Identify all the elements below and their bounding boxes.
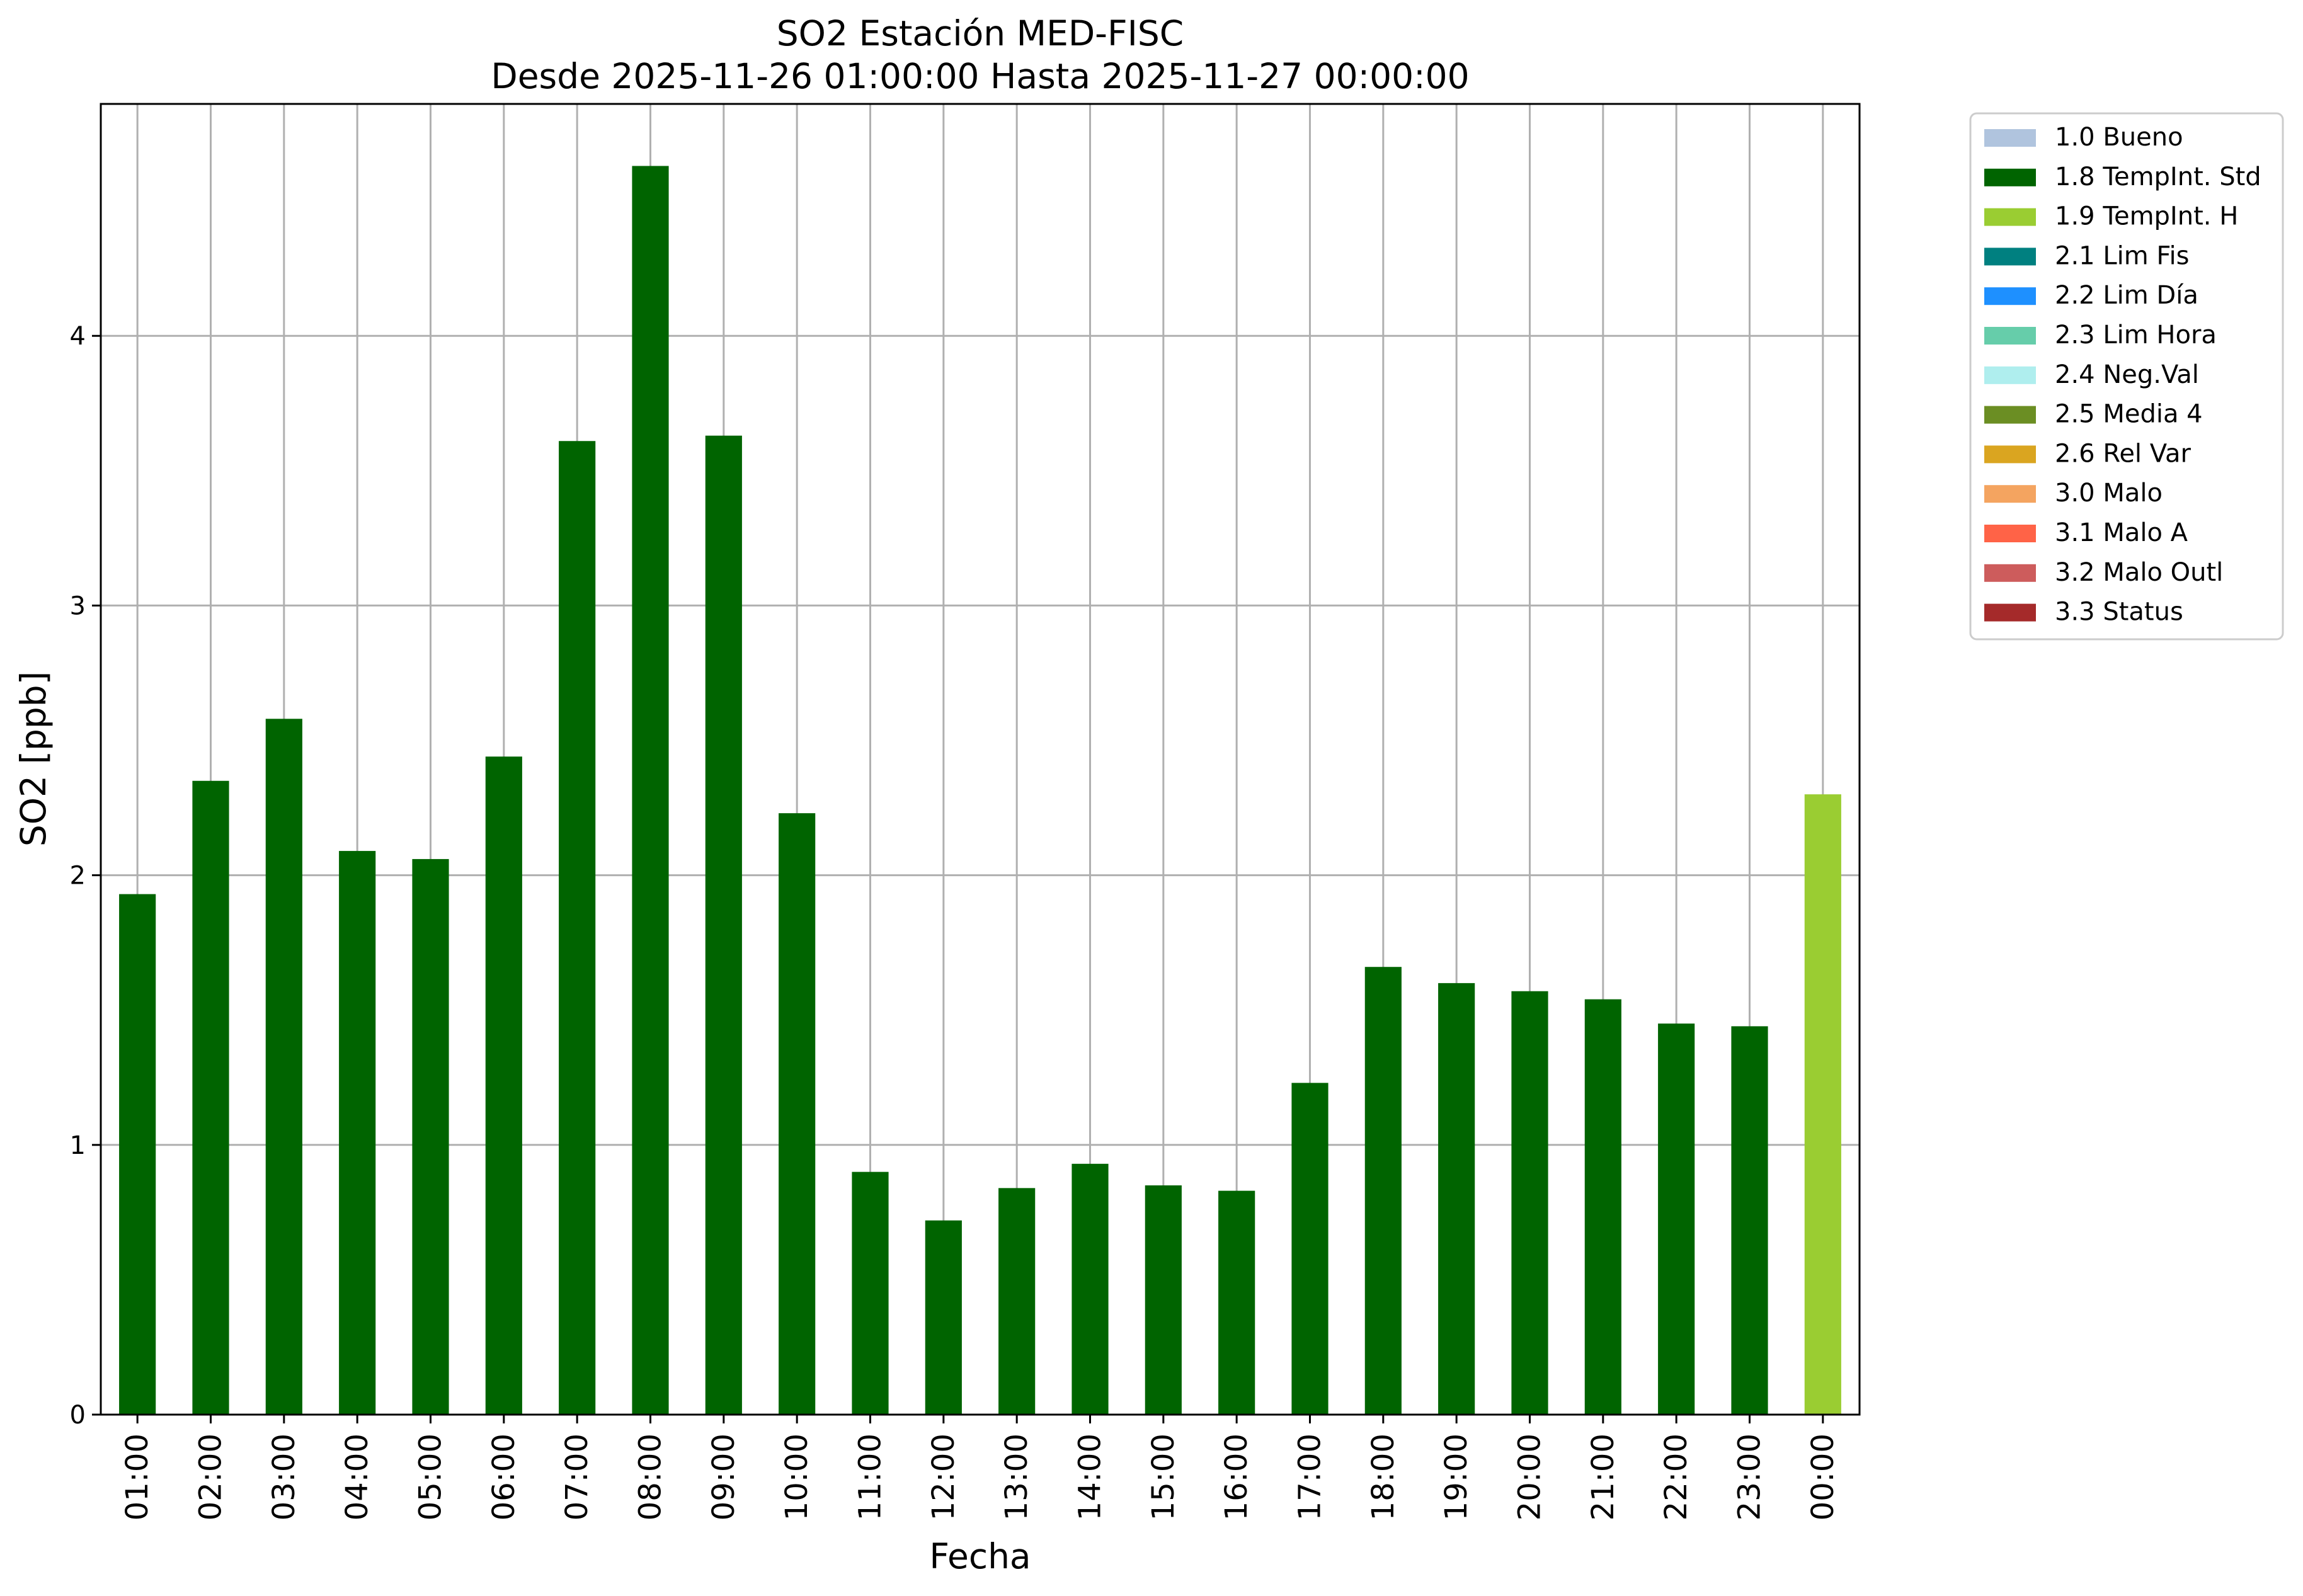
legend-swatch-3-3 (1984, 603, 2036, 622)
legend-label-1-9: 1.9 TempInt. H (2055, 202, 2238, 231)
legend-swatch-2-5 (1984, 406, 2036, 424)
bar-0300 (265, 719, 302, 1415)
legend-swatch-1-0 (1984, 129, 2036, 147)
x-axis-label: Fecha (929, 1536, 1031, 1576)
x-tick-label: 03:00 (266, 1434, 302, 1520)
x-tick-label: 15:00 (1146, 1434, 1181, 1520)
bar-2200 (1658, 1023, 1695, 1415)
bar-1500 (1145, 1185, 1182, 1415)
bar-2300 (1731, 1026, 1768, 1415)
legend-label-1-0: 1.0 Bueno (2055, 123, 2183, 152)
legend-label-3-3: 3.3 Status (2055, 598, 2183, 627)
legend-label-2-4: 2.4 Neg.Val (2055, 360, 2199, 389)
bar-2000 (1511, 991, 1548, 1415)
x-tick-label: 18:00 (1366, 1434, 1401, 1520)
legend-swatch-1-8 (1984, 168, 2036, 186)
bar-1400 (1071, 1163, 1109, 1415)
x-tick-label: 12:00 (926, 1434, 961, 1520)
bar-1000 (779, 813, 816, 1415)
bar-0000 (1804, 794, 1841, 1415)
y-tick-label: 0 (70, 1401, 86, 1430)
bar-1200 (925, 1220, 962, 1415)
x-tick-label: 14:00 (1073, 1434, 1108, 1520)
legend-label-2-6: 2.6 Rel Var (2055, 439, 2192, 468)
bar-0900 (705, 435, 742, 1415)
legend-label-1-8: 1.8 TempInt. Std (2055, 162, 2261, 191)
x-tick-label: 10:00 (779, 1434, 814, 1520)
bar-0800 (632, 166, 669, 1415)
x-tick-label: 07:00 (559, 1434, 595, 1520)
x-tick-label: 11:00 (853, 1434, 888, 1520)
legend-label-2-5: 2.5 Media 4 (2055, 400, 2203, 429)
legend-swatch-1-9 (1984, 208, 2036, 226)
legend-swatch-2-6 (1984, 445, 2036, 464)
y-tick-label: 3 (70, 591, 86, 620)
x-tick-label: 01:00 (120, 1434, 155, 1520)
bar-1100 (852, 1171, 889, 1415)
chart-title: SO2 Estación MED-FISC (777, 13, 1184, 54)
x-tick-label: 20:00 (1512, 1434, 1548, 1520)
bar-2100 (1584, 999, 1621, 1415)
bar-0200 (192, 780, 229, 1415)
bar-0500 (412, 858, 449, 1415)
legend-label-2-1: 2.1 Lim Fis (2055, 241, 2189, 270)
x-tick-label: 22:00 (1659, 1434, 1694, 1520)
bars (119, 166, 1841, 1415)
bar-0700 (559, 441, 596, 1415)
x-tick-label: 17:00 (1293, 1434, 1328, 1520)
y-tick-label: 2 (70, 862, 86, 891)
legend-swatch-2-2 (1984, 287, 2036, 305)
bar-1800 (1364, 967, 1402, 1415)
y-axis-ticks: 0 1 2 3 4 (70, 322, 101, 1430)
x-tick-label: 05:00 (413, 1434, 449, 1520)
plot-frame (100, 103, 1861, 1416)
chart-subtitle: Desde 2025-11-26 01:00:00 Hasta 2025-11-… (491, 56, 1469, 96)
legend-swatch-2-3 (1984, 327, 2036, 345)
y-tick-label: 4 (70, 322, 86, 351)
legend-swatch-2-4 (1984, 366, 2036, 384)
legend-label-2-3: 2.3 Lim Hora (2055, 321, 2217, 350)
legend-label-3-1: 3.1 Malo A (2055, 518, 2188, 547)
legend-label-3-0: 3.0 Malo (2055, 479, 2163, 508)
x-tick-label: 08:00 (633, 1434, 668, 1520)
x-tick-label: 21:00 (1586, 1434, 1621, 1520)
legend: 1.0 Bueno 1.8 TempInt. Std 1.9 TempInt. H 2… (1969, 112, 2284, 641)
x-tick-label: 23:00 (1732, 1434, 1768, 1520)
x-tick-label: 19:00 (1439, 1434, 1474, 1520)
bar-0400 (339, 851, 376, 1415)
legend-label-3-2: 3.2 Malo Outl (2055, 558, 2223, 587)
y-axis-label: SO2 [ppb] (13, 671, 54, 846)
legend-label-2-2: 2.2 Lim Día (2055, 281, 2198, 310)
x-tick-label: 04:00 (340, 1434, 375, 1520)
bar-0600 (485, 756, 522, 1415)
legend-swatch-3-2 (1984, 564, 2036, 582)
legend-frame (1969, 112, 2284, 641)
x-tick-label: 09:00 (706, 1434, 741, 1520)
x-tick-label: 02:00 (193, 1434, 229, 1520)
x-tick-label: 00:00 (1805, 1434, 1841, 1520)
bar-0100 (119, 894, 156, 1415)
y-tick-label: 1 (70, 1131, 86, 1160)
bar-1300 (998, 1188, 1036, 1415)
x-tick-label: 06:00 (486, 1434, 522, 1520)
legend-swatch-3-1 (1984, 525, 2036, 542)
legend-swatch-3-0 (1984, 485, 2036, 503)
bar-1900 (1438, 983, 1475, 1415)
x-tick-label: 16:00 (1219, 1434, 1254, 1520)
x-axis-ticks: 01:00 02:00 03:00 04:00 05:00 06:00 07:00 08:00… (120, 1415, 1841, 1520)
bar-1700 (1291, 1083, 1329, 1415)
x-tick-label: 13:00 (999, 1434, 1034, 1520)
legend-swatch-2-1 (1984, 248, 2036, 266)
bar-1600 (1218, 1190, 1255, 1415)
